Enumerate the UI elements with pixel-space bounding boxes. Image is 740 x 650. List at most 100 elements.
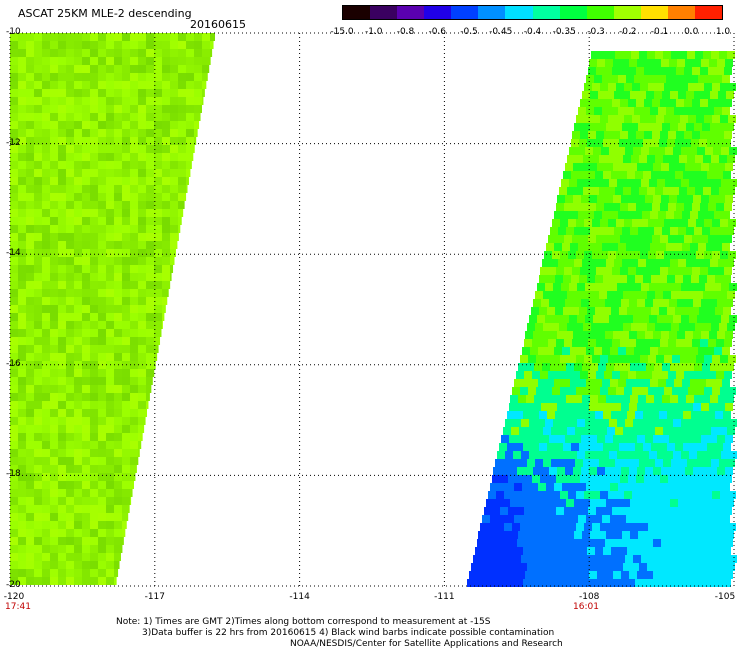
- data-cell: [590, 395, 598, 403]
- data-cell: [532, 507, 540, 515]
- data-cell: [82, 33, 90, 41]
- data-cell: [698, 211, 706, 219]
- data-cell: [58, 433, 66, 441]
- data-cell: [522, 515, 530, 523]
- data-cell: [154, 337, 161, 345]
- data-cell: [58, 193, 66, 201]
- data-cell: [517, 539, 525, 547]
- data-cell: [18, 289, 26, 297]
- data-cell: [74, 425, 82, 433]
- data-cell: [718, 531, 726, 539]
- data-cell: [42, 473, 50, 481]
- data-cell: [630, 499, 638, 507]
- data-cell: [707, 275, 715, 283]
- data-cell: [656, 219, 664, 227]
- data-cell: [154, 137, 162, 145]
- data-cell: [74, 385, 82, 393]
- data-cell: [469, 571, 477, 579]
- data-cell: [130, 369, 138, 377]
- data-cell: [722, 243, 730, 251]
- data-cell: [613, 195, 621, 203]
- data-cell: [170, 81, 178, 89]
- data-cell: [170, 137, 178, 145]
- data-cell: [619, 275, 627, 283]
- data-cell: [704, 219, 712, 227]
- data-cell: [685, 435, 693, 443]
- data-cell: [583, 155, 591, 163]
- data-cell: [26, 385, 34, 393]
- data-cell: [170, 41, 178, 49]
- data-cell: [154, 105, 162, 113]
- data-cell: [535, 459, 543, 467]
- data-cell: [18, 345, 26, 353]
- data-cell: [590, 363, 598, 371]
- data-cell: [505, 555, 513, 563]
- data-cell: [170, 185, 178, 193]
- data-cell: [90, 169, 98, 177]
- data-cell: [580, 371, 588, 379]
- data-cell: [697, 451, 705, 459]
- data-cell: [521, 555, 529, 563]
- data-cell: [704, 115, 712, 123]
- data-cell: [18, 129, 26, 137]
- data-cell: [483, 547, 491, 555]
- data-cell: [692, 507, 700, 515]
- colorbar-label: -0.45: [489, 27, 513, 37]
- data-cell: [713, 315, 721, 323]
- data-cell: [636, 507, 644, 515]
- data-cell: [146, 49, 154, 57]
- data-cell: [146, 81, 154, 89]
- data-cell: [601, 179, 609, 187]
- data-cell: [82, 449, 90, 457]
- data-cell: [660, 67, 668, 75]
- data-cell: [154, 121, 162, 129]
- data-cell: [130, 201, 138, 209]
- data-cell: [42, 97, 50, 105]
- data-cell: [668, 267, 676, 275]
- data-cell: [26, 569, 34, 577]
- data-cell: [50, 289, 58, 297]
- data-cell: [717, 403, 725, 411]
- data-cell: [654, 91, 662, 99]
- data-cell: [58, 97, 66, 105]
- data-cell: [602, 107, 610, 115]
- data-cell: [90, 193, 98, 201]
- data-cell: [579, 171, 587, 179]
- data-cell: [713, 147, 721, 155]
- data-cell: [82, 169, 90, 177]
- data-cell: [162, 89, 170, 97]
- data-cell: [178, 153, 186, 161]
- data-cell: [122, 233, 130, 241]
- colorbar-segment: [586, 6, 614, 19]
- data-cell: [686, 499, 694, 507]
- data-cell: [122, 33, 130, 41]
- data-cell: [653, 571, 661, 579]
- data-cell: [632, 387, 640, 395]
- data-cell: [675, 411, 683, 419]
- data-cell: [687, 187, 695, 195]
- data-cell: [66, 81, 74, 89]
- data-cell: [597, 163, 605, 171]
- data-cell: [650, 515, 658, 523]
- data-cell: [606, 363, 614, 371]
- data-cell: [154, 273, 162, 281]
- data-cell: [676, 339, 684, 347]
- data-cell: [552, 355, 560, 363]
- data-cell: [114, 433, 122, 441]
- data-cell: [586, 379, 594, 387]
- data-cell: [26, 417, 34, 425]
- data-cell: [122, 369, 130, 377]
- data-cell: [696, 491, 704, 499]
- data-cell: [90, 561, 98, 569]
- data-cell: [678, 259, 686, 267]
- data-cell: [572, 371, 580, 379]
- data-cell: [122, 417, 130, 425]
- data-cell: [18, 505, 26, 513]
- data-cell: [26, 113, 34, 121]
- data-cell: [555, 443, 563, 451]
- data-cell: [598, 395, 606, 403]
- data-cell: [660, 131, 668, 139]
- data-cell: [702, 227, 710, 235]
- data-cell: [130, 73, 138, 81]
- data-cell: [557, 435, 565, 443]
